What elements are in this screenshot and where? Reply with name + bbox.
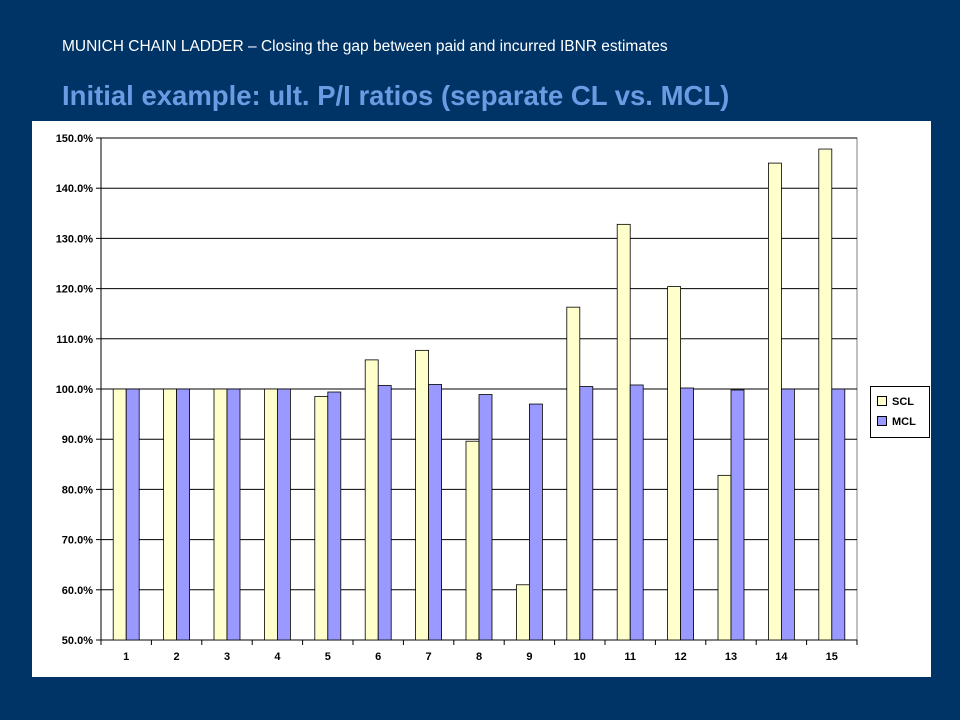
x-tick-label: 15 (826, 651, 838, 663)
legend-label-mcl: MCL (892, 416, 916, 429)
bar-scl-10 (566, 306, 581, 641)
slide-subtitle: MUNICH CHAIN LADDER – Closing the gap be… (62, 38, 668, 55)
x-tick-label: 7 (426, 651, 432, 663)
bar-mcl-15 (831, 388, 846, 641)
legend-item-scl: SCL (877, 395, 914, 409)
bar-mcl-14 (781, 388, 795, 641)
bar-scl-4 (263, 388, 278, 641)
x-tick-label: 11 (624, 651, 636, 663)
x-tick-label: 6 (375, 651, 381, 663)
x-tick-label: 10 (574, 651, 586, 663)
bar-scl-8 (465, 440, 480, 641)
x-tick-label: 4 (274, 651, 281, 663)
bar-scl-3 (213, 388, 228, 641)
bar-mcl-9 (528, 403, 543, 641)
y-tick-label: 80.0% (62, 484, 93, 496)
bar-scl-7 (415, 349, 430, 641)
bar-scl-11 (616, 223, 631, 641)
bar-mcl-5 (327, 391, 342, 641)
legend-swatch-scl (877, 396, 887, 407)
legend-swatch-mcl (877, 416, 887, 427)
x-tick-label: 9 (526, 651, 532, 663)
bar-scl-2 (163, 388, 178, 641)
x-tick-label: 12 (674, 651, 686, 663)
y-tick-label: 60.0% (62, 585, 93, 597)
y-tick-label: 140.0% (56, 183, 94, 195)
bar-mcl-13 (730, 389, 745, 641)
bar-mcl-11 (629, 384, 644, 641)
y-tick-label: 130.0% (56, 233, 94, 245)
legend-label-scl: SCL (892, 396, 914, 409)
bar-scl-15 (818, 148, 833, 641)
y-tick-label: 90.0% (62, 434, 93, 446)
bar-mcl-12 (680, 387, 694, 641)
slide-title: Initial example: ult. P/I ratios (separa… (62, 80, 730, 111)
y-tick-label: 50.0% (62, 635, 93, 647)
bar-mcl-10 (579, 386, 594, 641)
x-tick-label: 13 (725, 651, 737, 663)
bar-mcl-1 (125, 388, 140, 641)
x-tick-label: 8 (476, 651, 482, 663)
bar-scl-6 (364, 359, 379, 641)
bar-mcl-3 (226, 388, 241, 641)
bar-mcl-8 (478, 394, 493, 641)
y-tick-label: 150.0% (56, 133, 94, 145)
bar-mcl-7 (428, 384, 443, 641)
x-tick-label: 3 (224, 651, 230, 663)
x-tick-label: 14 (775, 651, 788, 663)
chart-panel: 150.0% 140.0% 130.0% 120.0% 110.0% 100.0% 90.0… (32, 121, 931, 677)
bar-scl-12 (667, 286, 681, 641)
bar-mcl-6 (377, 385, 392, 641)
x-tick-label: 5 (325, 651, 331, 663)
bar-scl-9 (515, 584, 530, 641)
bar-scl-14 (768, 162, 782, 641)
bar-mcl-4 (276, 388, 291, 641)
bar-scl-1 (112, 388, 127, 641)
x-tick-label: 2 (174, 651, 180, 663)
bar-mcl-2 (176, 388, 191, 641)
y-tick-label: 120.0% (56, 284, 94, 296)
legend-item-mcl: MCL (877, 415, 916, 429)
y-tick-label: 110.0% (56, 334, 93, 346)
bar-scl-13 (717, 474, 732, 641)
x-tick-label: 1 (123, 651, 129, 663)
y-tick-label: 100.0% (56, 384, 94, 396)
chart-legend: SCL MCL (870, 386, 930, 438)
bar-chart: 150.0%140.0%130.0%120.0%110.0%100.0%90.0… (56, 133, 858, 663)
y-tick-label: 70.0% (62, 535, 93, 547)
bar-scl-5 (314, 396, 329, 641)
